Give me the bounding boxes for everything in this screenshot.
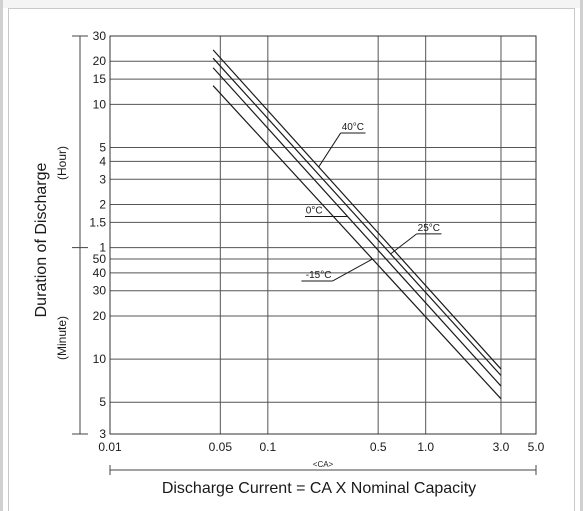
series-line-3 — [212, 85, 502, 400]
horizontal-grid — [110, 35, 536, 435]
y-tick-label-3: 10 — [93, 97, 107, 111]
y-unit-hour: (Hour) — [55, 146, 69, 180]
left-border — [0, 0, 3, 511]
annotation-leader-1 — [390, 233, 417, 255]
y-tick-label-1: 20 — [93, 54, 107, 68]
y-axis-title: Duration of Discharge — [33, 163, 50, 318]
x-tick-label-4: 1.0 — [417, 440, 434, 454]
x-tick-label-1: 0.05 — [209, 440, 233, 454]
x-tick-labels: 0.01 0.05 0.1 0.5 1.0 3.0 5.0 — [98, 440, 544, 454]
y-tick-label-7: 2 — [99, 197, 106, 211]
vertical-grid — [109, 36, 537, 434]
y-tick-label-14: 10 — [93, 352, 107, 366]
annotation-label-0: 40°C — [342, 122, 364, 133]
series-lines — [212, 49, 502, 400]
y-tick-label-10: 50 — [93, 252, 107, 266]
series-line-0 — [212, 49, 502, 370]
x-unit-label: <CA> — [313, 460, 334, 469]
x-tick-label-3: 0.5 — [370, 440, 387, 454]
y-unit-minute: (Minute) — [55, 316, 69, 360]
y-tick-label-15: 5 — [99, 395, 106, 409]
y-tick-label-12: 30 — [93, 284, 107, 298]
x-tick-label-0: 0.01 — [98, 440, 122, 454]
header-band — [0, 0, 583, 8]
annotation-label-2: 0°C — [306, 205, 323, 216]
y-tick-label-4: 5 — [99, 140, 106, 154]
y-tick-label-0: 30 — [93, 29, 107, 43]
dimension-lines — [72, 35, 537, 475]
x-tick-label-2: 0.1 — [259, 440, 276, 454]
y-tick-label-5: 4 — [99, 154, 106, 168]
series-annotations: 40°C 25°C 0°C -15°C — [301, 122, 442, 282]
y-tick-label-13: 20 — [93, 309, 107, 323]
annotation-label-3: -15°C — [306, 270, 332, 281]
series-line-2 — [212, 67, 502, 387]
y-tick-label-2: 15 — [93, 72, 107, 86]
y-tick-label-9: 1 — [99, 241, 106, 255]
series-line-1 — [212, 57, 502, 376]
y-tick-label-16: 3 — [99, 427, 106, 441]
annotation-leader-3 — [332, 258, 373, 282]
annotation-label-1: 25°C — [418, 223, 440, 234]
y-tick-label-6: 3 — [99, 172, 106, 186]
plot-frame — [109, 35, 537, 435]
y-tick-label-11: 40 — [93, 266, 107, 280]
right-border — [580, 0, 583, 511]
annotation-leader-0 — [318, 132, 342, 168]
x-axis-title: Discharge Current = CA X Nominal Capacit… — [162, 480, 476, 497]
x-tick-label-6: 5.0 — [528, 440, 545, 454]
x-tick-label-5: 3.0 — [493, 440, 510, 454]
chart-frame — [8, 8, 575, 511]
y-tick-label-8: 1.5 — [89, 215, 106, 229]
